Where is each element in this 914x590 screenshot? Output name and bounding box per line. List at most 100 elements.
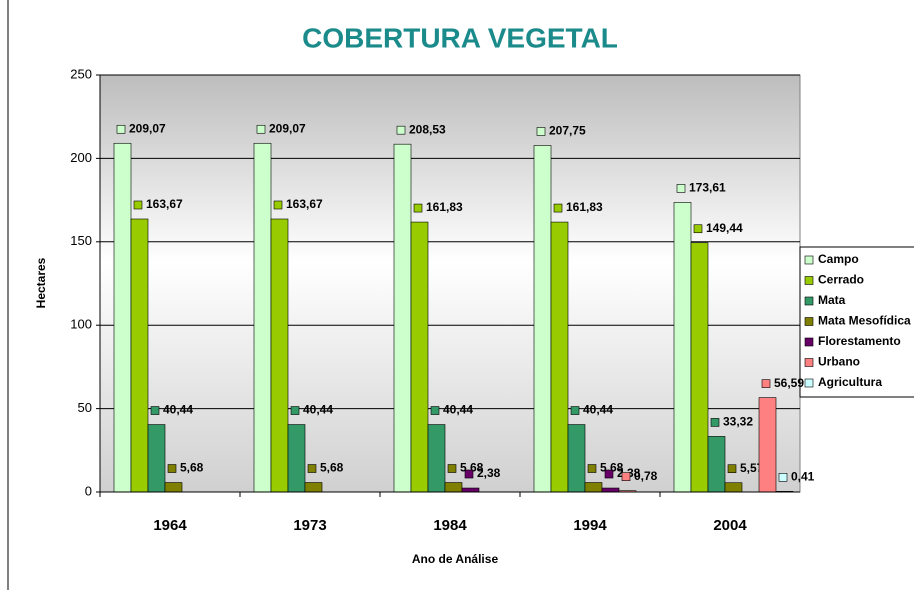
bar bbox=[533, 145, 552, 493]
label-key bbox=[553, 203, 563, 213]
data-label: 33,32 bbox=[723, 415, 753, 429]
label-key bbox=[536, 127, 546, 136]
label-key bbox=[447, 464, 457, 473]
y-tick-label: 200 bbox=[70, 150, 92, 165]
label-key bbox=[273, 200, 283, 210]
label-key bbox=[464, 469, 474, 479]
y-axis-label: Hectares bbox=[34, 257, 48, 308]
label-key bbox=[778, 473, 788, 482]
label-key bbox=[290, 406, 300, 415]
label-key bbox=[116, 124, 126, 134]
bar bbox=[147, 424, 166, 493]
legend-label: Cerrado bbox=[818, 273, 864, 287]
legend-key bbox=[804, 296, 814, 306]
label-key bbox=[413, 203, 423, 213]
bar bbox=[724, 482, 743, 493]
data-label: 5,68 bbox=[180, 461, 204, 475]
legend-label: Florestamento bbox=[818, 334, 901, 348]
data-label: 161,83 bbox=[566, 200, 603, 214]
data-label: 56,59 bbox=[774, 376, 804, 390]
data-label: 163,67 bbox=[146, 197, 183, 211]
bar bbox=[130, 218, 149, 493]
label-key bbox=[430, 406, 440, 415]
label-key bbox=[676, 184, 686, 193]
label-key bbox=[621, 472, 631, 481]
label-key bbox=[396, 125, 406, 135]
data-label: 40,44 bbox=[303, 403, 333, 417]
data-label: 0,41 bbox=[791, 469, 815, 483]
legend-key bbox=[804, 358, 814, 367]
legend-key bbox=[804, 378, 814, 388]
label-key bbox=[710, 418, 720, 427]
bar bbox=[427, 424, 446, 493]
data-label: 5,68 bbox=[320, 461, 344, 475]
legend-key bbox=[804, 317, 814, 326]
x-tick-label: 1994 bbox=[573, 517, 607, 534]
legend-label: Urbano bbox=[818, 355, 860, 369]
x-tick-label: 1973 bbox=[293, 517, 326, 534]
data-label: 209,07 bbox=[129, 121, 166, 135]
data-label: 208,53 bbox=[409, 122, 446, 136]
bar bbox=[270, 218, 289, 493]
bar bbox=[393, 143, 412, 493]
label-key bbox=[727, 464, 737, 474]
bar bbox=[673, 202, 692, 493]
label-key bbox=[150, 406, 160, 415]
bar bbox=[253, 142, 272, 493]
x-tick-label: 1964 bbox=[153, 517, 187, 534]
label-key bbox=[570, 406, 580, 415]
bar bbox=[113, 142, 132, 493]
x-axis-label: Ano de Análise bbox=[412, 552, 499, 566]
data-label: 5,57 bbox=[740, 461, 764, 475]
bar bbox=[287, 424, 306, 493]
bar bbox=[567, 424, 586, 493]
label-key bbox=[587, 464, 597, 473]
x-tick-label: 1984 bbox=[433, 517, 467, 534]
label-key bbox=[307, 464, 317, 473]
data-label: 2,38 bbox=[477, 466, 501, 480]
bar bbox=[304, 482, 323, 493]
data-label: 207,75 bbox=[549, 124, 586, 138]
data-label: 0,78 bbox=[634, 469, 658, 483]
legend-label: Campo bbox=[818, 252, 859, 266]
data-label: 209,07 bbox=[269, 121, 306, 135]
bar bbox=[444, 482, 463, 493]
bar bbox=[584, 482, 603, 493]
y-tick-label: 150 bbox=[70, 233, 92, 248]
bar bbox=[164, 482, 183, 493]
data-label: 40,44 bbox=[443, 403, 473, 417]
x-tick-label: 2004 bbox=[713, 517, 747, 534]
data-label: 161,83 bbox=[426, 200, 463, 214]
legend bbox=[799, 246, 914, 398]
label-key bbox=[256, 124, 266, 134]
y-tick-label: 250 bbox=[70, 66, 92, 81]
bar bbox=[410, 221, 429, 493]
legend-label: Mata bbox=[818, 293, 846, 307]
label-key bbox=[604, 469, 614, 479]
legend-key bbox=[804, 337, 814, 347]
chart-title: COBERTURA VEGETAL bbox=[302, 22, 618, 53]
label-key bbox=[693, 224, 703, 234]
label-key bbox=[761, 379, 771, 388]
y-tick-label: 100 bbox=[70, 317, 92, 332]
legend-label: Agricultura bbox=[818, 375, 882, 389]
bar bbox=[550, 221, 569, 493]
data-label: 149,44 bbox=[706, 221, 743, 235]
data-label: 40,44 bbox=[583, 403, 613, 417]
legend-key bbox=[804, 276, 814, 285]
y-tick-label: 50 bbox=[78, 400, 92, 415]
label-key bbox=[133, 200, 143, 210]
y-tick-label: 0 bbox=[85, 483, 92, 498]
data-label: 173,61 bbox=[689, 181, 726, 195]
legend-label: Mata Mesofídica bbox=[818, 314, 911, 328]
data-label: 163,67 bbox=[286, 197, 323, 211]
legend-key bbox=[804, 255, 814, 265]
bar bbox=[707, 436, 726, 493]
data-label: 40,44 bbox=[163, 403, 193, 417]
bar bbox=[758, 397, 777, 493]
label-key bbox=[167, 464, 177, 473]
bar bbox=[690, 242, 709, 493]
bar bbox=[601, 487, 620, 493]
bar bbox=[461, 487, 480, 493]
